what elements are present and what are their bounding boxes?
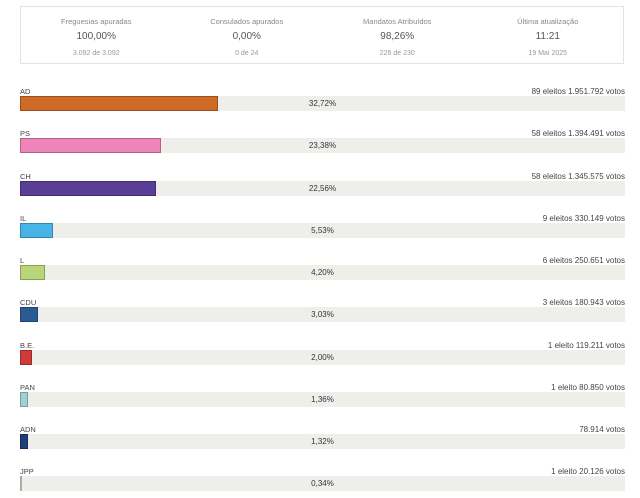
vote-share-bar: 3,03% — [20, 307, 625, 322]
stat-label: Mandatos Atribuídos — [363, 17, 432, 26]
party-name: CDU — [20, 298, 37, 307]
party-seats-votes: 78.914 votos — [579, 425, 625, 434]
party-row-adn[interactable]: ADN 78.914 votos 1,32% — [20, 425, 625, 455]
party-seats-votes: 1 eleito 20.126 votos — [551, 467, 625, 476]
party-seats-votes: 9 eleitos 330.149 votos — [542, 214, 625, 223]
party-seats-votes: 6 eleitos 250.651 votos — [542, 256, 625, 265]
vote-share-fill — [20, 96, 218, 111]
vote-share-percent: 22,56% — [308, 184, 337, 193]
vote-share-bar: 1,32% — [20, 434, 625, 449]
party-name: PAN — [20, 383, 35, 392]
stat-mandatos: Mandatos Atribuídos 98,26% 226 de 230 — [322, 7, 473, 63]
party-name: L — [20, 256, 25, 265]
stat-ultima-atualizacao: Última atualização 11:21 19 Mai 2025 — [473, 7, 624, 63]
vote-share-percent: 4,20% — [311, 268, 334, 277]
vote-share-percent: 1,32% — [311, 437, 334, 446]
vote-share-fill — [20, 138, 161, 153]
party-row-ch[interactable]: CH 58 eleitos 1.345.575 votos 22,56% — [20, 172, 625, 202]
vote-share-bar: 1,36% — [20, 392, 625, 407]
stat-label: Última atualização — [517, 17, 579, 26]
vote-share-fill — [20, 223, 53, 238]
vote-share-bar: 23,38% — [20, 138, 625, 153]
vote-share-fill — [20, 181, 156, 196]
party-row-ps[interactable]: PS 58 eleitos 1.394.491 votos 23,38% — [20, 129, 625, 159]
party-row-ad[interactable]: AD 89 eleitos 1.951.792 votos 32,72% — [20, 87, 625, 117]
vote-share-bar: 32,72% — [20, 96, 625, 111]
vote-share-percent: 0,34% — [311, 479, 334, 488]
party-row-be[interactable]: B.E. 1 eleito 119.211 votos 2,00% — [20, 341, 625, 371]
vote-share-fill — [20, 476, 22, 491]
stat-subtext: 19 Mai 2025 — [528, 50, 568, 57]
vote-share-percent: 5,53% — [311, 226, 334, 235]
party-name: AD — [20, 87, 31, 96]
party-row-il[interactable]: IL 9 eleitos 330.149 votos 5,53% — [20, 214, 625, 244]
stat-value: 0,00% — [232, 31, 261, 42]
vote-share-percent: 23,38% — [308, 141, 337, 150]
party-row-jpp[interactable]: JPP 1 eleito 20.126 votos 0,34% — [20, 467, 625, 497]
vote-share-bar: 5,53% — [20, 223, 625, 238]
stat-freguesias: Freguesias apuradas 100,00% 3.092 de 3.0… — [21, 7, 172, 63]
party-name: B.E. — [20, 341, 35, 350]
stat-value: 100,00% — [76, 31, 116, 42]
party-name: PS — [20, 129, 31, 138]
vote-share-fill — [20, 265, 45, 280]
vote-share-percent: 2,00% — [311, 353, 334, 362]
results-summary-panel: Freguesias apuradas 100,00% 3.092 de 3.0… — [20, 6, 624, 64]
vote-share-bar: 2,00% — [20, 350, 625, 365]
party-seats-votes: 1 eleito 119.211 votos — [547, 341, 625, 350]
party-row-pan[interactable]: PAN 1 eleito 80.850 votos 1,36% — [20, 383, 625, 413]
party-seats-votes: 1 eleito 80.850 votos — [551, 383, 625, 392]
stat-label: Freguesias apuradas — [61, 17, 132, 26]
vote-share-bar: 0,34% — [20, 476, 625, 491]
party-seats-votes: 58 eleitos 1.394.491 votos — [531, 129, 625, 138]
vote-share-percent: 1,36% — [311, 395, 334, 404]
stat-consulados: Consulados apurados 0,00% 0 de 24 — [172, 7, 323, 63]
vote-share-fill — [20, 350, 32, 365]
vote-share-fill — [20, 392, 28, 407]
stat-subtext: 0 de 24 — [235, 50, 259, 57]
vote-share-percent: 3,03% — [311, 310, 334, 319]
party-row-l[interactable]: L 6 eleitos 250.651 votos 4,20% — [20, 256, 625, 286]
vote-share-bar: 22,56% — [20, 181, 625, 196]
party-name: JPP — [20, 467, 34, 476]
party-name: ADN — [20, 425, 36, 434]
party-name: IL — [20, 214, 27, 223]
vote-share-fill — [20, 434, 28, 449]
stat-subtext: 226 de 230 — [379, 50, 415, 57]
party-seats-votes: 58 eleitos 1.345.575 votos — [531, 172, 625, 181]
party-seats-votes: 89 eleitos 1.951.792 votos — [531, 87, 625, 96]
party-name: CH — [20, 172, 31, 181]
party-row-cdu[interactable]: CDU 3 eleitos 180.943 votos 3,03% — [20, 298, 625, 328]
stat-value: 98,26% — [380, 31, 415, 42]
stat-label: Consulados apurados — [210, 17, 284, 26]
vote-share-bar: 4,20% — [20, 265, 625, 280]
vote-share-percent: 32,72% — [308, 99, 337, 108]
vote-share-fill — [20, 307, 38, 322]
stat-value: 11:21 — [535, 31, 560, 42]
stat-subtext: 3.092 de 3.092 — [72, 50, 120, 57]
party-seats-votes: 3 eleitos 180.943 votos — [542, 298, 625, 307]
